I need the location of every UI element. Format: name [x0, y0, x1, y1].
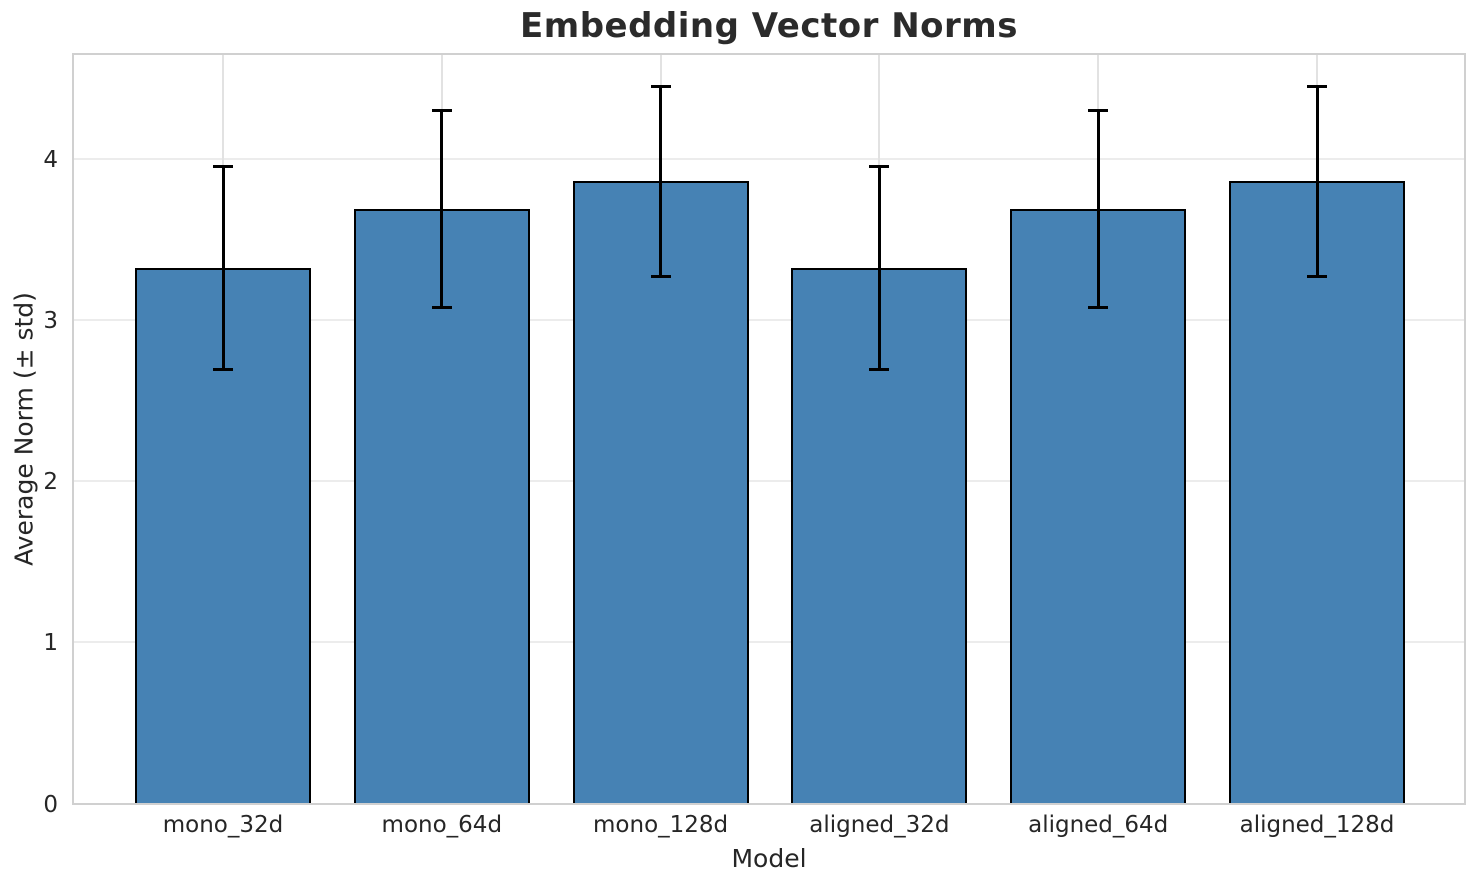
chart-title: Embedding Vector Norms: [520, 6, 1018, 46]
x-tick-label-mono_32d: mono_32d: [162, 812, 284, 838]
error-cap-top-aligned_32d: [869, 165, 890, 169]
plot-area: [72, 53, 1466, 805]
x-axis-label: Model: [731, 844, 807, 873]
x-tick-label-aligned_128d: aligned_128d: [1239, 812, 1395, 838]
error-cap-top-mono_64d: [431, 109, 452, 113]
error-cap-bottom-mono_32d: [213, 368, 233, 372]
y-tick-label-3: 3: [43, 308, 58, 335]
y-tick-label-4: 4: [43, 147, 58, 174]
error-bar-aligned_64d: [1096, 110, 1100, 308]
gridline-horizontal: [74, 640, 1464, 643]
gridline-horizontal: [74, 157, 1464, 160]
bar-mono_128d: [572, 181, 749, 803]
error-cap-bottom-mono_64d: [431, 305, 452, 309]
gridline-horizontal: [74, 479, 1464, 482]
error-cap-bottom-aligned_128d: [1307, 274, 1327, 278]
x-tick-label-mono_128d: mono_128d: [593, 812, 729, 838]
y-tick-label-1: 1: [43, 630, 58, 657]
error-cap-bottom-mono_128d: [650, 274, 671, 278]
gridline-horizontal: [74, 318, 1464, 321]
error-bar-mono_32d: [221, 166, 225, 370]
error-bar-mono_64d: [440, 110, 444, 308]
x-tick-label-mono_64d: mono_64d: [381, 812, 503, 838]
y-tick-label-0: 0: [43, 791, 58, 818]
y-tick-label-2: 2: [43, 469, 58, 496]
x-tick-label-aligned_32d: aligned_32d: [809, 812, 950, 838]
error-bar-mono_128d: [659, 86, 663, 277]
error-bar-aligned_128d: [1315, 86, 1319, 277]
error-cap-top-aligned_128d: [1307, 84, 1327, 88]
bar-aligned_128d: [1229, 181, 1405, 803]
error-cap-top-mono_32d: [213, 165, 233, 169]
error-cap-bottom-aligned_64d: [1088, 305, 1109, 309]
error-bar-aligned_32d: [877, 166, 881, 370]
error-cap-top-mono_128d: [650, 84, 671, 88]
error-cap-top-aligned_64d: [1088, 109, 1109, 113]
x-tick-label-aligned_64d: aligned_64d: [1028, 812, 1169, 838]
error-cap-bottom-aligned_32d: [869, 368, 890, 372]
